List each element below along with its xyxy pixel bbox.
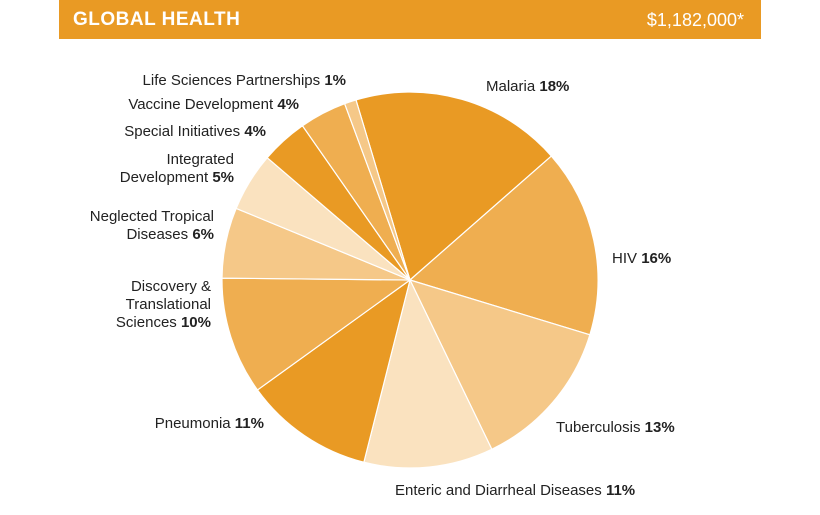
slice-label-enteric-and-diarrheal-diseases: Enteric and Diarrheal Diseases 11% [395,482,635,500]
pie-slice-enteric-and-diarrheal-diseases [363,278,493,469]
chart-title: GLOBAL HEALTH [73,9,241,30]
slice-label-name: Integrated [166,151,234,168]
slice-label-name: Special Initiatives [124,123,241,140]
slice-label-line: Tuberculosis 13% [556,419,675,437]
slice-label-percent: 6% [192,226,214,243]
slice-label-percent: 16% [641,250,672,267]
slice-label-percent: 11% [605,482,636,499]
slice-label-percent: 18% [539,78,570,95]
slice-label-life-sciences-partnerships: Life Sciences Partnerships 1% [143,72,346,90]
slice-label-line: Special Initiatives 4% [124,123,266,141]
slice-label-pneumonia: Pneumonia 11% [155,415,264,433]
slice-label-percent: 4% [277,96,299,113]
pie-slice-life-sciences-partnerships [343,99,411,281]
total-amount: $1,182,000* [646,10,744,30]
slice-label-malaria: Malaria 18% [486,78,569,96]
slice-label-line: Integrated [120,151,234,169]
slice-label-line: Neglected Tropical [90,208,214,226]
pie-slice-malaria [355,91,553,282]
slice-label-line: Malaria 18% [486,78,569,96]
pie-slice-discovery-and-translational-sciences [221,277,412,391]
slice-label-line: Vaccine Development 4% [128,96,299,114]
slice-label-line: Translational [116,296,211,314]
slice-label-line: Discovery & [116,278,211,296]
pie-slice-tuberculosis [408,279,591,451]
slice-label-vaccine-development: Vaccine Development 4% [128,96,299,114]
slice-label-line: Pneumonia 11% [155,415,264,433]
slice-label-tuberculosis: Tuberculosis 13% [556,419,675,437]
slice-label-percent: 10% [180,314,211,331]
slice-label-name: HIV [612,250,638,267]
slice-label-percent: 1% [324,72,346,89]
slice-label-name: Pneumonia [154,415,231,432]
slice-label-name: Diseases [126,226,189,243]
slice-label-name: Vaccine Development [128,96,274,113]
slice-label-percent: 13% [644,419,675,436]
slice-label-line: Diseases 6% [90,226,214,244]
slice-label-neglected-tropical-diseases: Neglected Tropical Diseases 6% [90,208,214,244]
slice-label-line: Development 5% [120,169,234,187]
slice-label-percent: 11% [234,415,264,432]
slice-label-line: Sciences 10% [116,314,211,332]
slice-label-line: HIV 16% [612,250,671,268]
pie-slice-pneumonia [256,278,411,463]
slice-label-special-initiatives: Special Initiatives 4% [124,123,266,141]
slice-label-name: Translational [125,296,211,313]
slice-label-name: Discovery & [130,278,211,295]
slice-label-name: Sciences [115,314,177,331]
slice-label-name: Life Sciences Partnerships [142,72,321,89]
slice-label-percent: 5% [212,169,234,186]
slice-label-integrated-development: Integrated Development 5% [120,151,234,187]
slice-label-name: Development [119,169,209,186]
slice-label-hiv: HIV 16% [612,250,671,268]
slice-label-line: Enteric and Diarrheal Diseases 11% [395,482,635,500]
slice-label-name: Tuberculosis [556,419,641,436]
slice-label-percent: 4% [244,123,266,140]
pie-slice-hiv [408,155,599,336]
slice-label-name: Enteric and Diarrheal Diseases [395,482,602,499]
slice-label-line: Life Sciences Partnerships 1% [143,72,346,90]
slice-label-discovery-and-translational-sciences: Discovery & Translational Sciences 10% [116,278,211,332]
slice-label-name: Malaria [486,78,536,95]
slice-label-name: Neglected Tropical [89,208,214,225]
chart-header: GLOBAL HEALTH $1,182,000* [59,0,761,39]
